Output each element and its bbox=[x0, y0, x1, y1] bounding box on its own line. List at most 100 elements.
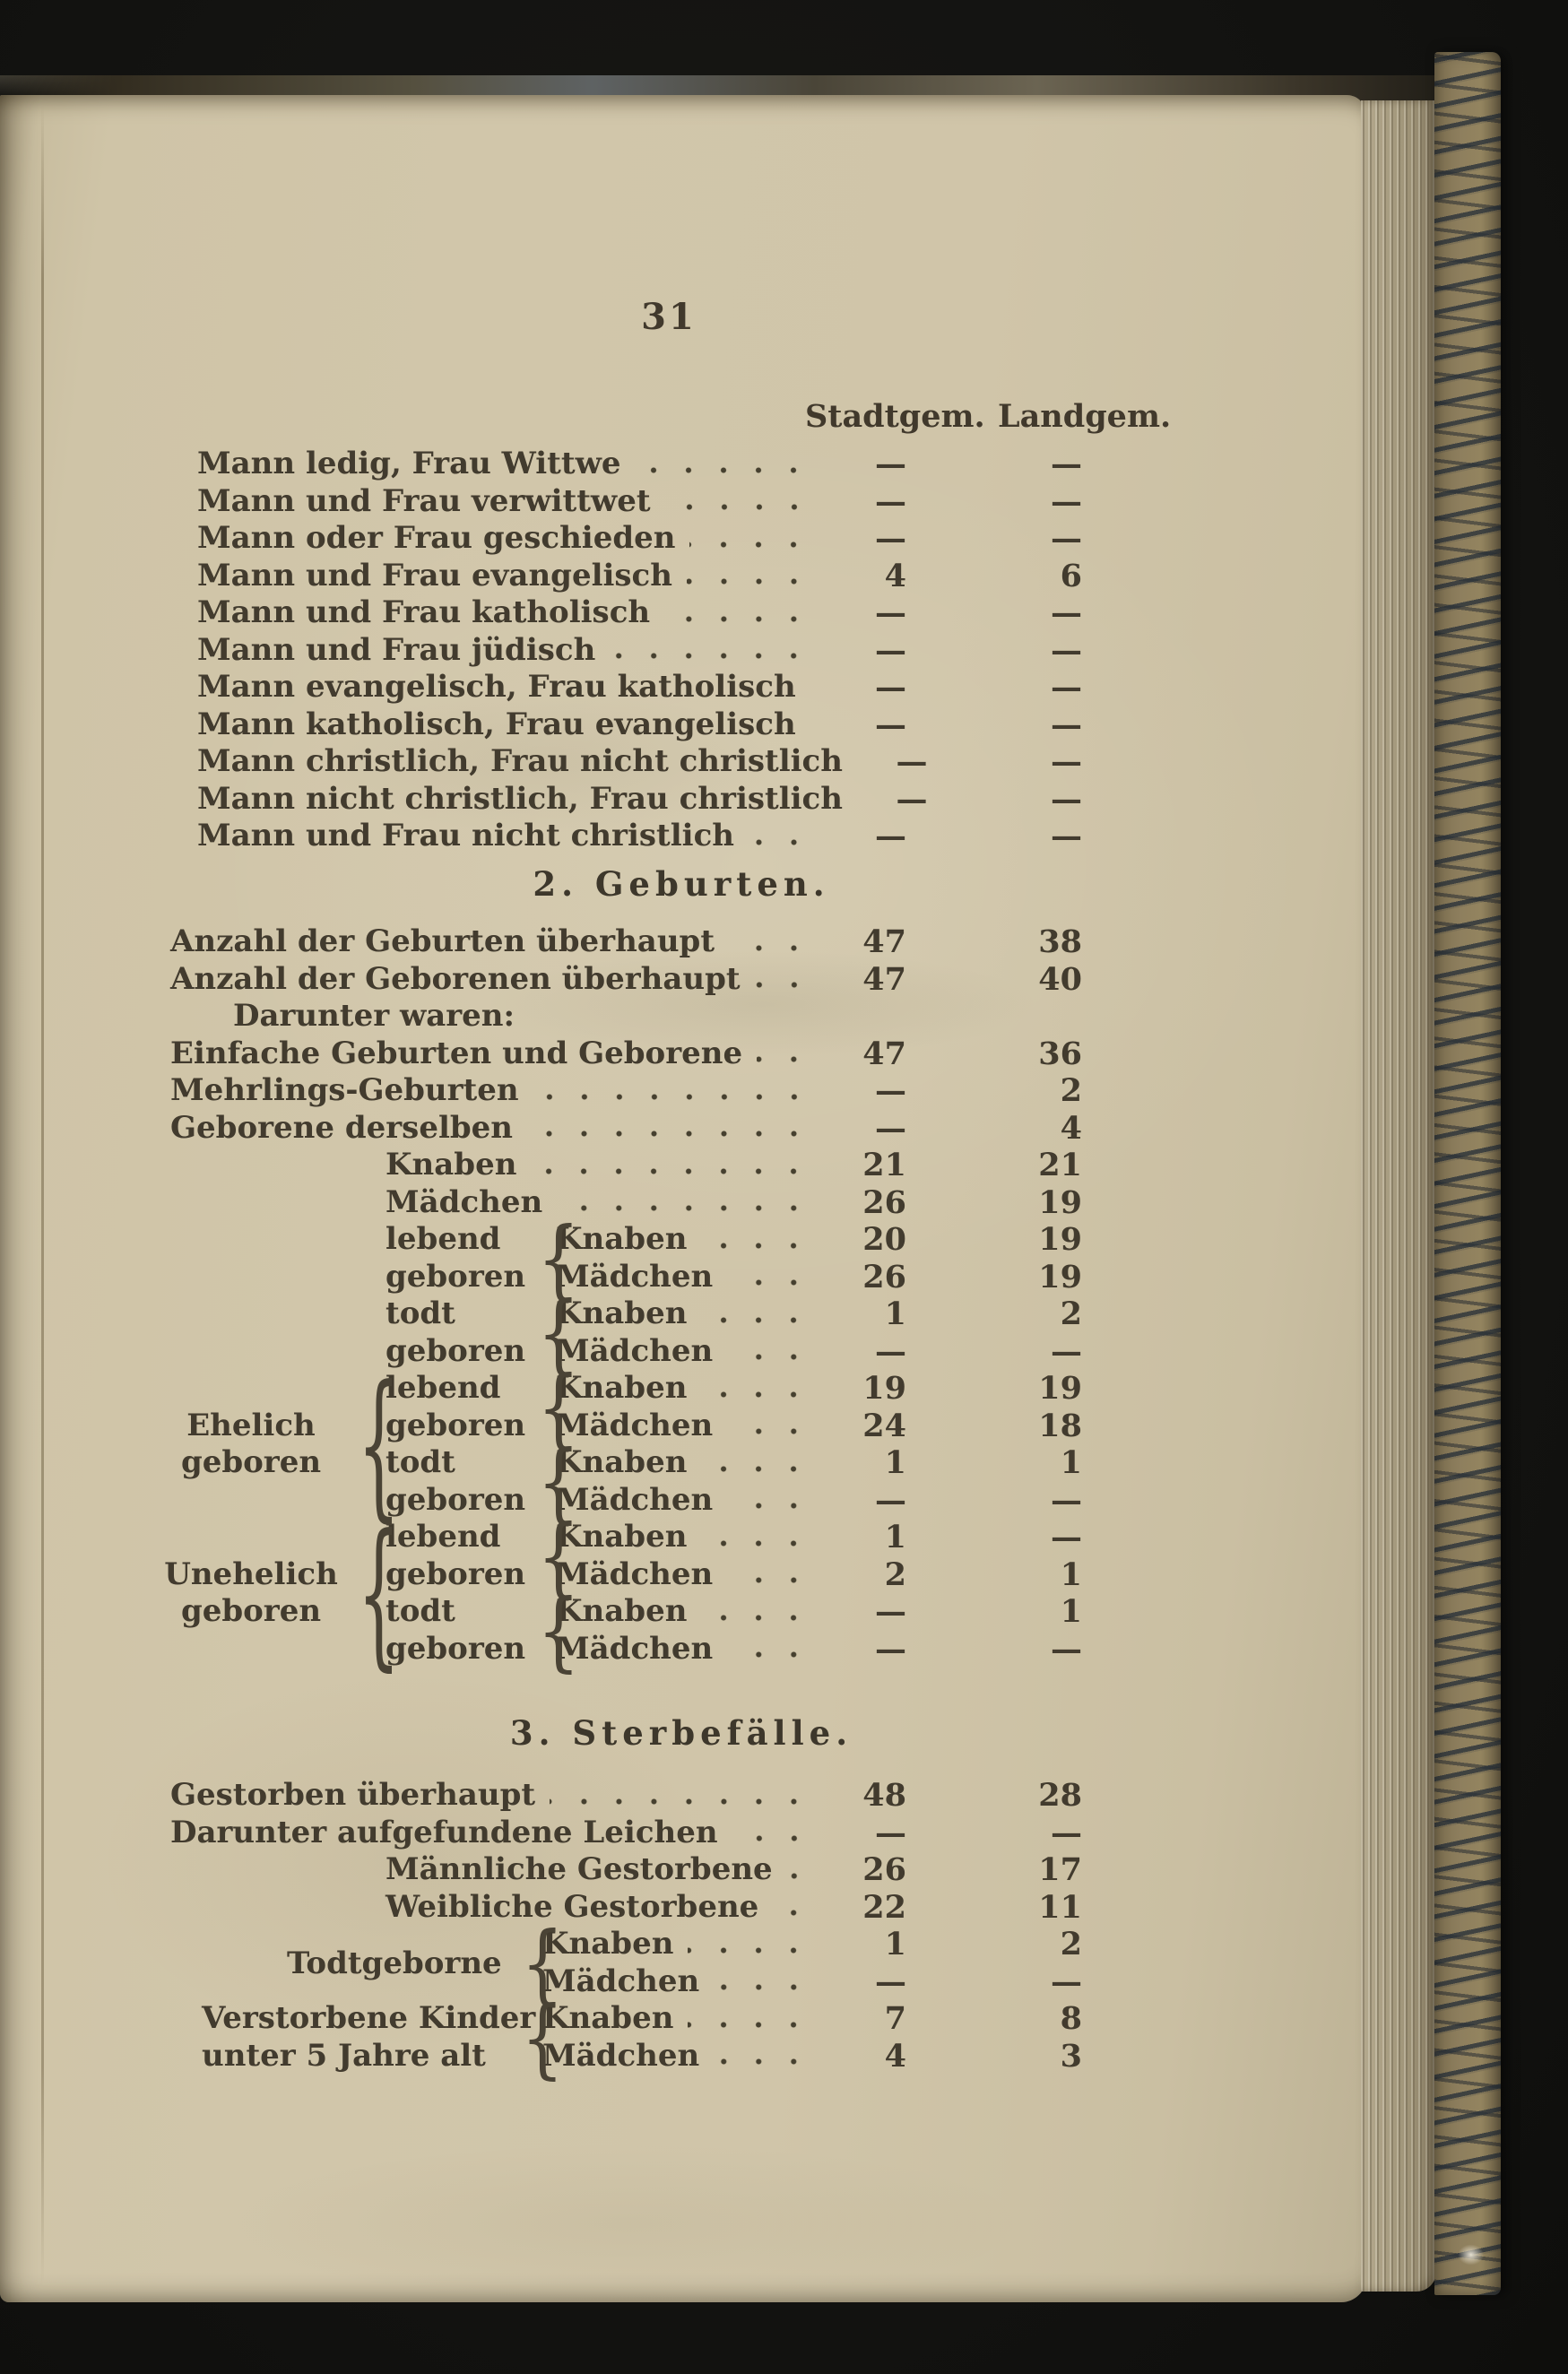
dot-leader bbox=[688, 2000, 815, 2038]
table-row: Anzahl der Geborenen überhaupt 47 40 bbox=[170, 960, 1132, 998]
stadtgem-value: 26 bbox=[862, 1258, 906, 1295]
landgem-value: — bbox=[1051, 594, 1082, 631]
landgem-value: — bbox=[1051, 1630, 1082, 1668]
table-row: Mann oder Frau geschieden — — bbox=[170, 520, 1132, 558]
landgem-value: 19 bbox=[1038, 1221, 1082, 1258]
stadtgem-value: — bbox=[875, 520, 906, 557]
landgem-value: — bbox=[1051, 818, 1082, 854]
landgem-value: — bbox=[1051, 743, 1082, 780]
stadtgem-value: — bbox=[875, 1332, 906, 1370]
brace-icon: { bbox=[537, 1208, 580, 1309]
row-label: Darunter waren: bbox=[233, 998, 515, 1034]
landgem-value: 1 bbox=[1060, 1593, 1082, 1630]
table-row: Männliche Gestorbene 26 17 bbox=[170, 1851, 1132, 1889]
landgem-value: 8 bbox=[1060, 2000, 1082, 2037]
row-label: Mann ledig, Frau Wittwe bbox=[197, 446, 621, 481]
row-label: Knaben bbox=[556, 1519, 688, 1555]
landgem-value: 19 bbox=[1038, 1258, 1082, 1295]
page-gutter-crease bbox=[41, 106, 44, 2284]
table-row: Mehrlings-Geburten — 2 bbox=[170, 1072, 1132, 1110]
stadtgem-value: — bbox=[875, 1481, 906, 1519]
dot-leader bbox=[727, 1332, 815, 1370]
row-label: Mann und Frau nicht christlich bbox=[197, 818, 734, 853]
dot-leader bbox=[757, 1035, 815, 1072]
landgem-value: — bbox=[1051, 1481, 1082, 1519]
dot-leader bbox=[686, 557, 815, 594]
table-row: Knaben 21 21 bbox=[170, 1147, 1132, 1184]
births-table: Anzahl der Geburten überhaupt 47 38 Anza… bbox=[170, 923, 1132, 1668]
group-label-todt-geboren: todt geboren bbox=[386, 1593, 526, 1667]
dot-leader bbox=[664, 594, 815, 632]
dot-leader bbox=[701, 1295, 815, 1333]
landgem-value: 17 bbox=[1038, 1851, 1082, 1888]
dot-leader bbox=[531, 1147, 815, 1184]
stadtgem-value: — bbox=[875, 1072, 906, 1109]
column-header-stadtgem: Stadtgem. bbox=[805, 398, 985, 435]
landgem-value: — bbox=[1051, 1962, 1082, 2000]
row-label: Einfache Geburten und Geborene bbox=[170, 1035, 743, 1071]
landgem-value: — bbox=[1051, 706, 1082, 743]
dot-leader bbox=[748, 818, 815, 855]
section-heading-births: 2. Geburten. bbox=[533, 864, 830, 904]
table-row: Mann und Frau jüdisch — — bbox=[170, 631, 1132, 669]
row-label: Mädchen bbox=[556, 1407, 714, 1443]
stadtgem-value: 48 bbox=[862, 1777, 906, 1814]
dot-leader bbox=[729, 923, 815, 961]
stadtgem-value: — bbox=[875, 1814, 906, 1851]
dot-leader bbox=[610, 631, 815, 669]
row-label: Mädchen bbox=[542, 2037, 700, 2074]
row-label: Mädchen bbox=[556, 1555, 714, 1592]
row-label: Knaben bbox=[556, 1295, 688, 1331]
stadtgem-value: 4 bbox=[884, 2037, 906, 2075]
brace-icon: { bbox=[537, 1580, 580, 1681]
row-label: Mann und Frau jüdisch bbox=[197, 631, 596, 668]
landgem-value: — bbox=[1051, 482, 1082, 520]
brace-icon-large: { bbox=[357, 1500, 401, 1686]
dot-leader bbox=[810, 706, 815, 743]
table-row: Mann und Frau evangelisch 4 6 bbox=[170, 557, 1132, 594]
dot-leader bbox=[529, 998, 815, 1035]
dot-leader bbox=[701, 1444, 815, 1482]
landgem-value: 2 bbox=[1060, 1295, 1082, 1332]
row-label: Mehrlings-Geburten bbox=[170, 1072, 519, 1108]
brace-icon: { bbox=[537, 1356, 580, 1458]
table-row: Mädchen 4 3 bbox=[170, 2037, 1132, 2075]
dot-leader bbox=[689, 520, 815, 558]
table-row: Mann katholisch, Frau evangelisch — — bbox=[170, 706, 1132, 743]
stadtgem-value: — bbox=[875, 706, 906, 743]
table-row: Knaben 1 2 bbox=[170, 1295, 1132, 1333]
stadtgem-value: 47 bbox=[862, 1035, 906, 1072]
brace-icon: { bbox=[521, 1912, 564, 2014]
landgem-value: 40 bbox=[1038, 960, 1082, 998]
dot-leader bbox=[727, 1481, 815, 1519]
landgem-value: 1 bbox=[1060, 1555, 1082, 1593]
marriages-table: Mann ledig, Frau Wittwe — — Mann und Fra… bbox=[170, 446, 1132, 855]
stadtgem-value: 21 bbox=[862, 1147, 906, 1183]
landgem-value: 6 bbox=[1060, 557, 1082, 594]
row-label: Mann oder Frau geschieden bbox=[197, 520, 676, 556]
row-label: Knaben bbox=[556, 1370, 688, 1406]
table-row: Darunter aufgefundene Leichen — — bbox=[170, 1814, 1132, 1851]
landgem-value: — bbox=[1051, 520, 1082, 557]
row-label: Mann und Frau katholisch bbox=[197, 594, 651, 630]
brace-icon: { bbox=[537, 1431, 580, 1532]
table-row: Mädchen 2 1 bbox=[170, 1555, 1132, 1593]
dot-leader bbox=[701, 1519, 815, 1556]
stadtgem-value: — bbox=[875, 1630, 906, 1668]
table-row: Knaben 1 — bbox=[170, 1519, 1132, 1556]
table-row: Mädchen — — bbox=[170, 1630, 1132, 1668]
landgem-value: 2 bbox=[1060, 1072, 1082, 1109]
row-label: Knaben bbox=[542, 1926, 674, 1962]
table-row: Darunter waren: bbox=[170, 998, 1132, 1035]
stadtgem-value: — bbox=[896, 743, 928, 780]
landgem-value: 3 bbox=[1060, 2037, 1082, 2075]
row-label: Knaben bbox=[556, 1221, 688, 1257]
stadtgem-value: 47 bbox=[862, 923, 906, 960]
table-row: Mann nicht christlich, Frau christlich —… bbox=[170, 781, 1132, 819]
landgem-value: — bbox=[1051, 1814, 1082, 1851]
dot-leader bbox=[773, 1888, 815, 1926]
stadtgem-value: — bbox=[875, 631, 906, 669]
table-row: Mädchen 26 19 bbox=[170, 1183, 1132, 1221]
row-label: Knaben bbox=[542, 2000, 674, 2036]
group-label-todt-geboren: todt geboren bbox=[386, 1444, 526, 1518]
